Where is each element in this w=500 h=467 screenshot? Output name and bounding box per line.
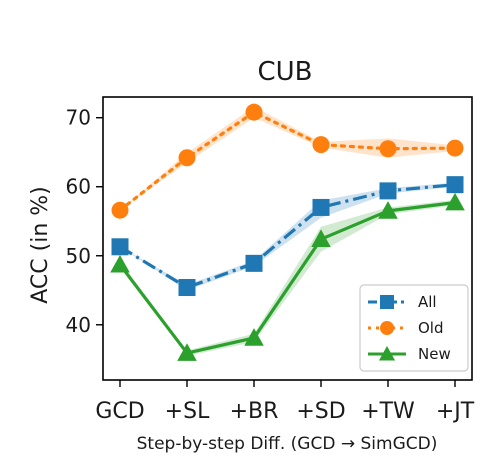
data-point-all [379,182,397,200]
x-tick-label: +SD [296,399,345,424]
data-point-old [312,136,330,154]
legend-marker-old [380,321,394,335]
data-point-new [244,328,264,346]
y-tick-label: 60 [66,175,91,199]
data-point-all [245,254,263,272]
y-tick-label: 40 [66,313,91,337]
legend-item-old: Old [368,319,444,337]
y-axis-label: ACC (in %) [28,186,53,304]
data-point-old [178,149,196,167]
data-point-all [312,198,330,216]
legend-item-all: All [368,293,437,311]
series-line-old [118,110,457,212]
band-old [120,106,455,211]
x-tick-label: +SL [165,399,210,424]
y-axis: 40 50 60 70 [66,106,103,337]
y-tick-label: 70 [66,106,91,130]
legend-label-all: All [418,293,437,311]
y-tick-label: 50 [66,244,91,268]
x-tick-label: +BR [230,399,279,424]
data-point-old [111,201,129,219]
data-point-old [446,139,464,157]
legend-item-new: New [368,345,451,363]
series-line-all [119,183,456,290]
x-axis: GCD +SL +BR +SD +TW +JT [95,380,475,424]
data-point-old [245,103,263,121]
legend: All Old New [359,284,469,372]
x-axis-label: Step-by-step Diff. (GCD → SimGCD) [137,434,438,454]
data-point-new [445,192,465,211]
plot-frame [102,96,473,381]
legend-marker-new [378,345,396,361]
data-point-new [378,201,398,219]
data-point-all [111,238,129,256]
legend-label-old: Old [418,319,444,337]
series-lines [118,110,457,355]
legend-marker-all [380,295,394,309]
data-point-all [178,279,196,297]
legend-label-new: New [418,345,451,363]
x-tick-label: +JT [436,399,475,424]
series-markers [110,103,465,361]
data-point-new [311,229,331,248]
series-line-new [118,201,456,355]
data-point-old [379,140,397,158]
data-point-new [177,343,197,361]
data-point-all [446,176,464,194]
x-tick-label: +TW [361,399,415,424]
x-tick-label: GCD [95,399,144,424]
data-point-new [110,254,130,273]
chart-title: CUB [257,57,312,87]
